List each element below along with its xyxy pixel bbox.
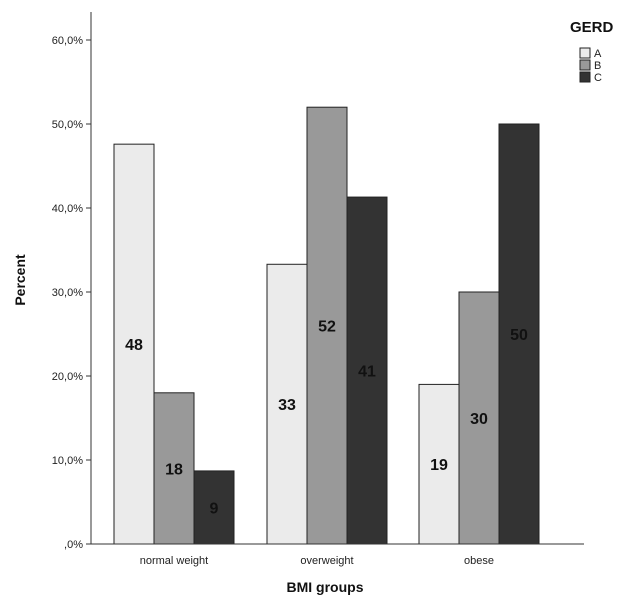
legend-label-a: A <box>594 48 602 60</box>
legend: GERD ABC <box>570 19 614 84</box>
y-tick-label: 50,0% <box>52 119 83 131</box>
legend-label-c: C <box>594 72 602 84</box>
x-axis-title: BMI groups <box>287 579 364 595</box>
y-axis-ticks: ,0% 10,0% 20,0% 30,0% 40,0% 50,0% 60,0% <box>52 35 91 551</box>
y-tick-label: ,0% <box>64 539 83 551</box>
bar-value-label: 19 <box>430 457 448 474</box>
bar-value-label: 18 <box>165 461 183 478</box>
bar-value-label: 48 <box>125 337 143 354</box>
y-tick-label: 30,0% <box>52 287 83 299</box>
y-tick-label: 10,0% <box>52 455 83 467</box>
y-tick-label: 20,0% <box>52 371 83 383</box>
x-axis-category-labels: normal weight overweight obese <box>140 555 494 567</box>
x-category-label: obese <box>464 555 494 567</box>
bar-value-label: 33 <box>278 397 296 414</box>
legend-swatch-c <box>580 72 590 82</box>
bar-value-label: 9 <box>210 500 219 517</box>
legend-swatch-a <box>580 48 590 58</box>
legend-label-b: B <box>594 60 601 72</box>
bar-value-label: 50 <box>510 327 528 344</box>
bar-value-label: 41 <box>358 364 376 381</box>
legend-swatch-b <box>580 60 590 70</box>
y-axis-title: Percent <box>12 254 28 306</box>
x-category-label: overweight <box>300 555 353 567</box>
y-tick-label: 60,0% <box>52 35 83 47</box>
x-category-label: normal weight <box>140 555 208 567</box>
y-tick-label: 40,0% <box>52 203 83 215</box>
legend-title: GERD <box>570 19 614 36</box>
bar-value-label: 52 <box>318 319 336 336</box>
bar-value-label: 30 <box>470 411 488 428</box>
